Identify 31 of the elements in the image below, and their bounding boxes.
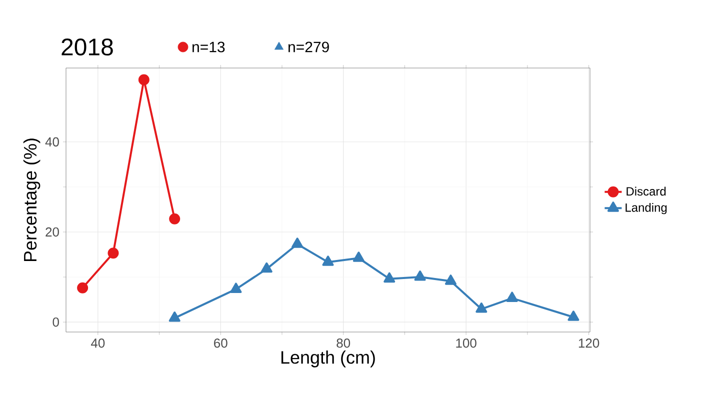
x-tick-label: 60 xyxy=(214,338,228,348)
point xyxy=(444,274,456,285)
text: n=13 xyxy=(192,42,225,52)
point xyxy=(260,262,272,273)
point xyxy=(568,310,580,321)
y-axis-title: Percentage (%) xyxy=(23,138,40,262)
x-tick-label: 40 xyxy=(90,338,105,348)
point xyxy=(414,270,426,281)
y-tick-label: 0 xyxy=(52,317,59,327)
x-tick-label: 80 xyxy=(336,338,350,348)
point xyxy=(138,74,150,86)
point xyxy=(384,272,396,283)
legend-label: Discard xyxy=(626,186,666,196)
x-tick-label: 120 xyxy=(578,338,600,348)
x-tick-label: 100 xyxy=(456,338,476,348)
point xyxy=(168,312,180,322)
point xyxy=(352,252,364,262)
point xyxy=(476,302,488,313)
chart-title: 2018 xyxy=(62,38,113,56)
x-axis-title: Length (cm) xyxy=(281,350,375,368)
legend-label: Landing xyxy=(626,202,667,214)
y-tick-label: 20 xyxy=(46,227,59,237)
point xyxy=(169,213,180,224)
point xyxy=(77,282,88,294)
point xyxy=(230,282,242,293)
y-tick-label: 40 xyxy=(45,137,59,146)
point xyxy=(506,292,518,302)
text: n=279 xyxy=(288,42,329,52)
point xyxy=(108,248,119,259)
point xyxy=(292,238,304,248)
point xyxy=(322,256,334,266)
